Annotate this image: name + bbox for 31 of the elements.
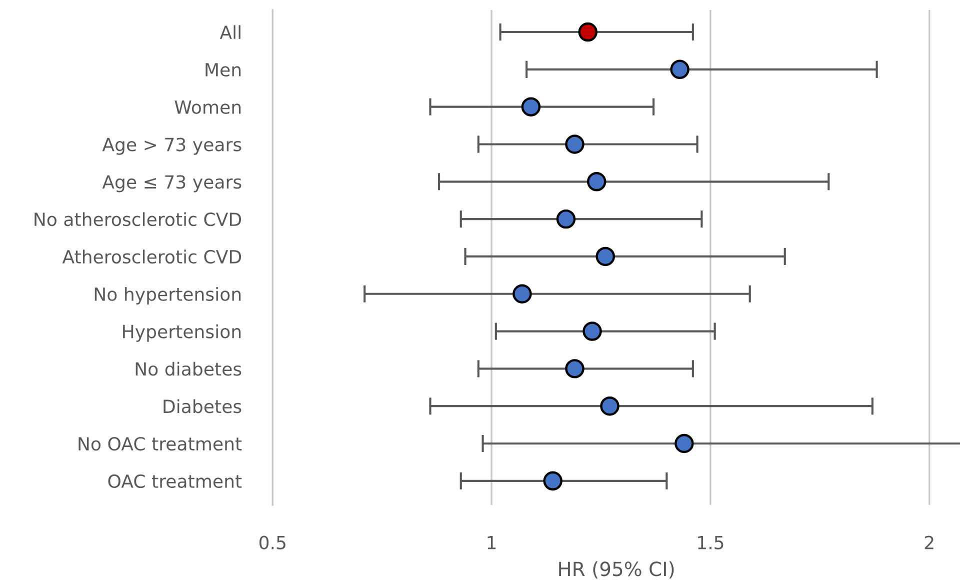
y-tick-label: Hypertension [123, 324, 241, 342]
point [596, 246, 615, 266]
y-tick-label: All [220, 25, 240, 39]
point [600, 396, 620, 416]
point [521, 97, 541, 116]
point [565, 134, 584, 154]
y-tick-label: No OAC treatment [78, 436, 242, 451]
point [565, 359, 584, 378]
point [512, 284, 532, 304]
point [578, 22, 598, 42]
point [556, 209, 576, 229]
y-tick-label: Age > 73 years [102, 138, 242, 155]
point [674, 434, 694, 454]
y-tick-label: OAC treatment [108, 474, 242, 488]
point [582, 322, 602, 341]
y-tick-label: Women [174, 100, 241, 114]
point [587, 172, 606, 192]
y-tick-label: No diabetes [136, 362, 242, 376]
x-tick-label: 2 [924, 536, 934, 550]
y-tick-label: No atherosclerotic CVD [34, 212, 242, 226]
y-tick-label: Diabetes [164, 399, 242, 414]
x-tick-label: 1 [488, 536, 496, 550]
x-axis-title: HR (95% CI) [559, 561, 674, 579]
y-tick-label: Atherosclerotic CVD [62, 250, 242, 264]
point [543, 471, 562, 491]
y-tick-label: No hypertension [94, 287, 241, 304]
x-tick-label: 1.5 [698, 536, 724, 550]
x-tick-label: 0.5 [259, 536, 286, 550]
y-tick-label: Men [206, 63, 241, 77]
point [670, 60, 690, 80]
y-tick-label: Age ≤ 73 years [102, 175, 242, 192]
